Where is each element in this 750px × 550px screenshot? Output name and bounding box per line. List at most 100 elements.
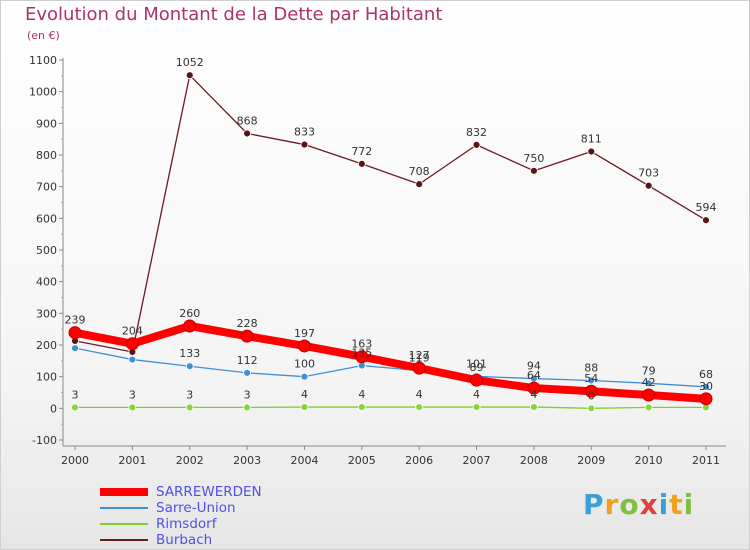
data-label: 88: [584, 361, 598, 374]
y-tick-label: 1000: [29, 86, 57, 99]
x-tick-label: 2011: [692, 454, 720, 467]
data-point: [125, 337, 139, 351]
data-point: [300, 403, 309, 411]
data-point: [415, 403, 424, 411]
data-point: [644, 181, 653, 190]
data-label: 3: [129, 388, 136, 401]
data-label: 811: [581, 133, 602, 146]
data-label: 4: [416, 388, 423, 401]
data-point: [240, 329, 254, 343]
y-tick-label: 300: [36, 307, 57, 320]
y-tick-label: 700: [36, 181, 57, 194]
legend-item: Rimsdorf: [100, 516, 262, 532]
legend-swatch: [100, 488, 148, 496]
y-tick-label: 800: [36, 149, 57, 162]
data-point: [357, 159, 366, 168]
data-point: [530, 166, 538, 175]
x-tick-label: 2005: [348, 454, 376, 467]
unit-subtitle: (en €): [27, 29, 60, 42]
legend-swatch: [100, 507, 148, 509]
data-point: [357, 403, 366, 411]
data-point: [185, 362, 194, 371]
data-label: 30: [699, 380, 713, 393]
data-label: 772: [351, 145, 372, 158]
data-label: 54: [584, 372, 598, 385]
legend-label: Sarre-Union: [156, 500, 236, 516]
page-title: Evolution du Montant de la Dette par Hab…: [25, 4, 443, 25]
data-label: 750: [523, 152, 544, 165]
data-point: [128, 355, 137, 364]
y-tick-label: 1100: [29, 54, 57, 67]
x-tick-label: 2000: [61, 454, 89, 467]
data-label: 3: [186, 388, 193, 401]
data-label: 228: [237, 317, 258, 330]
data-label: 94: [527, 360, 541, 373]
data-point: [530, 403, 538, 411]
data-label: 101: [466, 357, 487, 370]
legend-label: SARREWERDEN: [156, 484, 262, 500]
data-label: 42: [642, 376, 656, 389]
data-point: [702, 216, 710, 225]
data-label: 4: [358, 388, 365, 401]
data-point: [587, 376, 596, 385]
data-point: [183, 319, 197, 333]
data-label: 239: [65, 314, 86, 327]
data-point: [642, 388, 656, 402]
data-point: [702, 382, 710, 391]
data-label: 89: [470, 361, 484, 374]
data-point: [243, 403, 251, 412]
data-point: [243, 129, 251, 138]
legend-swatch: [100, 523, 148, 525]
y-tick-label: 400: [36, 276, 57, 289]
data-point: [587, 404, 596, 413]
data-label: 133: [179, 347, 200, 360]
data-label: 79: [642, 364, 656, 377]
legend-label: Burbach: [156, 532, 213, 548]
x-tick-label: 2010: [635, 454, 663, 467]
data-point: [527, 381, 541, 395]
legend-item: Burbach: [100, 532, 262, 548]
data-label: 68: [699, 368, 713, 381]
data-point: [584, 384, 598, 398]
legend-swatch: [100, 539, 148, 541]
data-label: 119: [409, 352, 430, 365]
data-point: [68, 326, 82, 340]
data-label: 708: [409, 165, 430, 178]
data-point: [472, 140, 481, 149]
x-tick-label: 2007: [463, 454, 491, 467]
data-point: [587, 147, 596, 156]
data-label: 100: [294, 358, 315, 371]
legend-label: Rimsdorf: [156, 516, 217, 532]
data-label: 3: [244, 388, 251, 401]
x-tick-label: 2004: [290, 454, 318, 467]
x-tick-label: 2006: [405, 454, 433, 467]
x-tick-label: 2008: [520, 454, 548, 467]
data-point: [470, 373, 484, 387]
data-point: [644, 379, 653, 388]
data-point: [355, 350, 369, 364]
data-label: 64: [527, 369, 541, 382]
y-tick-label: 600: [36, 212, 57, 225]
data-label: 197: [294, 327, 315, 340]
data-label: 868: [237, 114, 258, 127]
series-line-rimsdorf: [75, 406, 706, 409]
y-tick-label: -100: [32, 434, 57, 447]
data-label: 3: [72, 388, 79, 401]
chart-legend: SARREWERDEN Sarre-Union Rimsdorf Burbach: [100, 484, 262, 548]
data-label: 4: [473, 388, 480, 401]
x-tick-label: 2003: [233, 454, 261, 467]
data-point: [128, 403, 137, 412]
data-point: [644, 403, 653, 412]
data-label: 594: [696, 201, 717, 214]
data-label: 163: [351, 338, 372, 351]
data-point: [243, 368, 251, 377]
line-chart: -100010020030040050060070080090010001100…: [29, 54, 726, 467]
data-label: 112: [237, 354, 258, 367]
data-point: [412, 361, 426, 375]
data-label: 4: [301, 388, 308, 401]
data-label: 135: [351, 347, 372, 360]
y-tick-label: 100: [36, 371, 57, 384]
x-tick-label: 2009: [577, 454, 605, 467]
data-point: [297, 339, 311, 353]
data-label: 832: [466, 126, 487, 139]
